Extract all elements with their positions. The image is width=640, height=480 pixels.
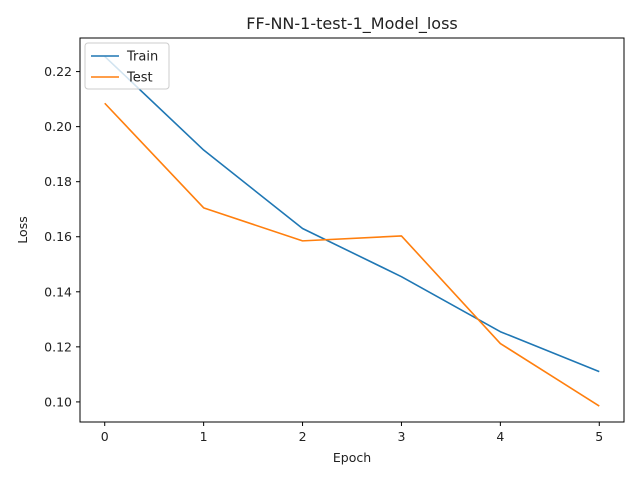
series-line-test — [104, 102, 600, 407]
x-tick-label: 5 — [595, 429, 603, 444]
x-axis-label: Epoch — [333, 450, 371, 465]
x-axis-ticks: 0 1 2 3 4 5 — [101, 422, 603, 444]
y-tick-label: 0.18 — [44, 174, 72, 189]
y-axis-label: Loss — [15, 216, 30, 243]
y-tick-label: 0.20 — [44, 119, 72, 134]
x-tick-label: 0 — [101, 429, 109, 444]
chart-title: FF-NN-1-test-1_Model_loss — [246, 14, 457, 34]
x-tick-label: 2 — [299, 429, 307, 444]
y-axis-ticks: 0.10 0.12 0.14 0.16 0.18 0.20 0.22 — [44, 64, 80, 409]
series-layer — [104, 55, 600, 407]
x-tick-label: 3 — [397, 429, 405, 444]
plot-frame — [79, 37, 625, 423]
series-line-train — [104, 55, 600, 373]
y-tick-label: 0.14 — [44, 284, 72, 299]
legend: Train Test — [84, 42, 170, 90]
y-tick-label: 0.12 — [44, 339, 72, 354]
y-tick-label: 0.16 — [44, 229, 72, 244]
y-tick-label: 0.10 — [44, 394, 72, 409]
x-tick-label: 1 — [200, 429, 208, 444]
y-tick-label: 0.22 — [44, 64, 72, 79]
legend-label-test: Test — [126, 71, 153, 86]
legend-label-train: Train — [126, 50, 158, 65]
x-tick-label: 4 — [496, 429, 504, 444]
